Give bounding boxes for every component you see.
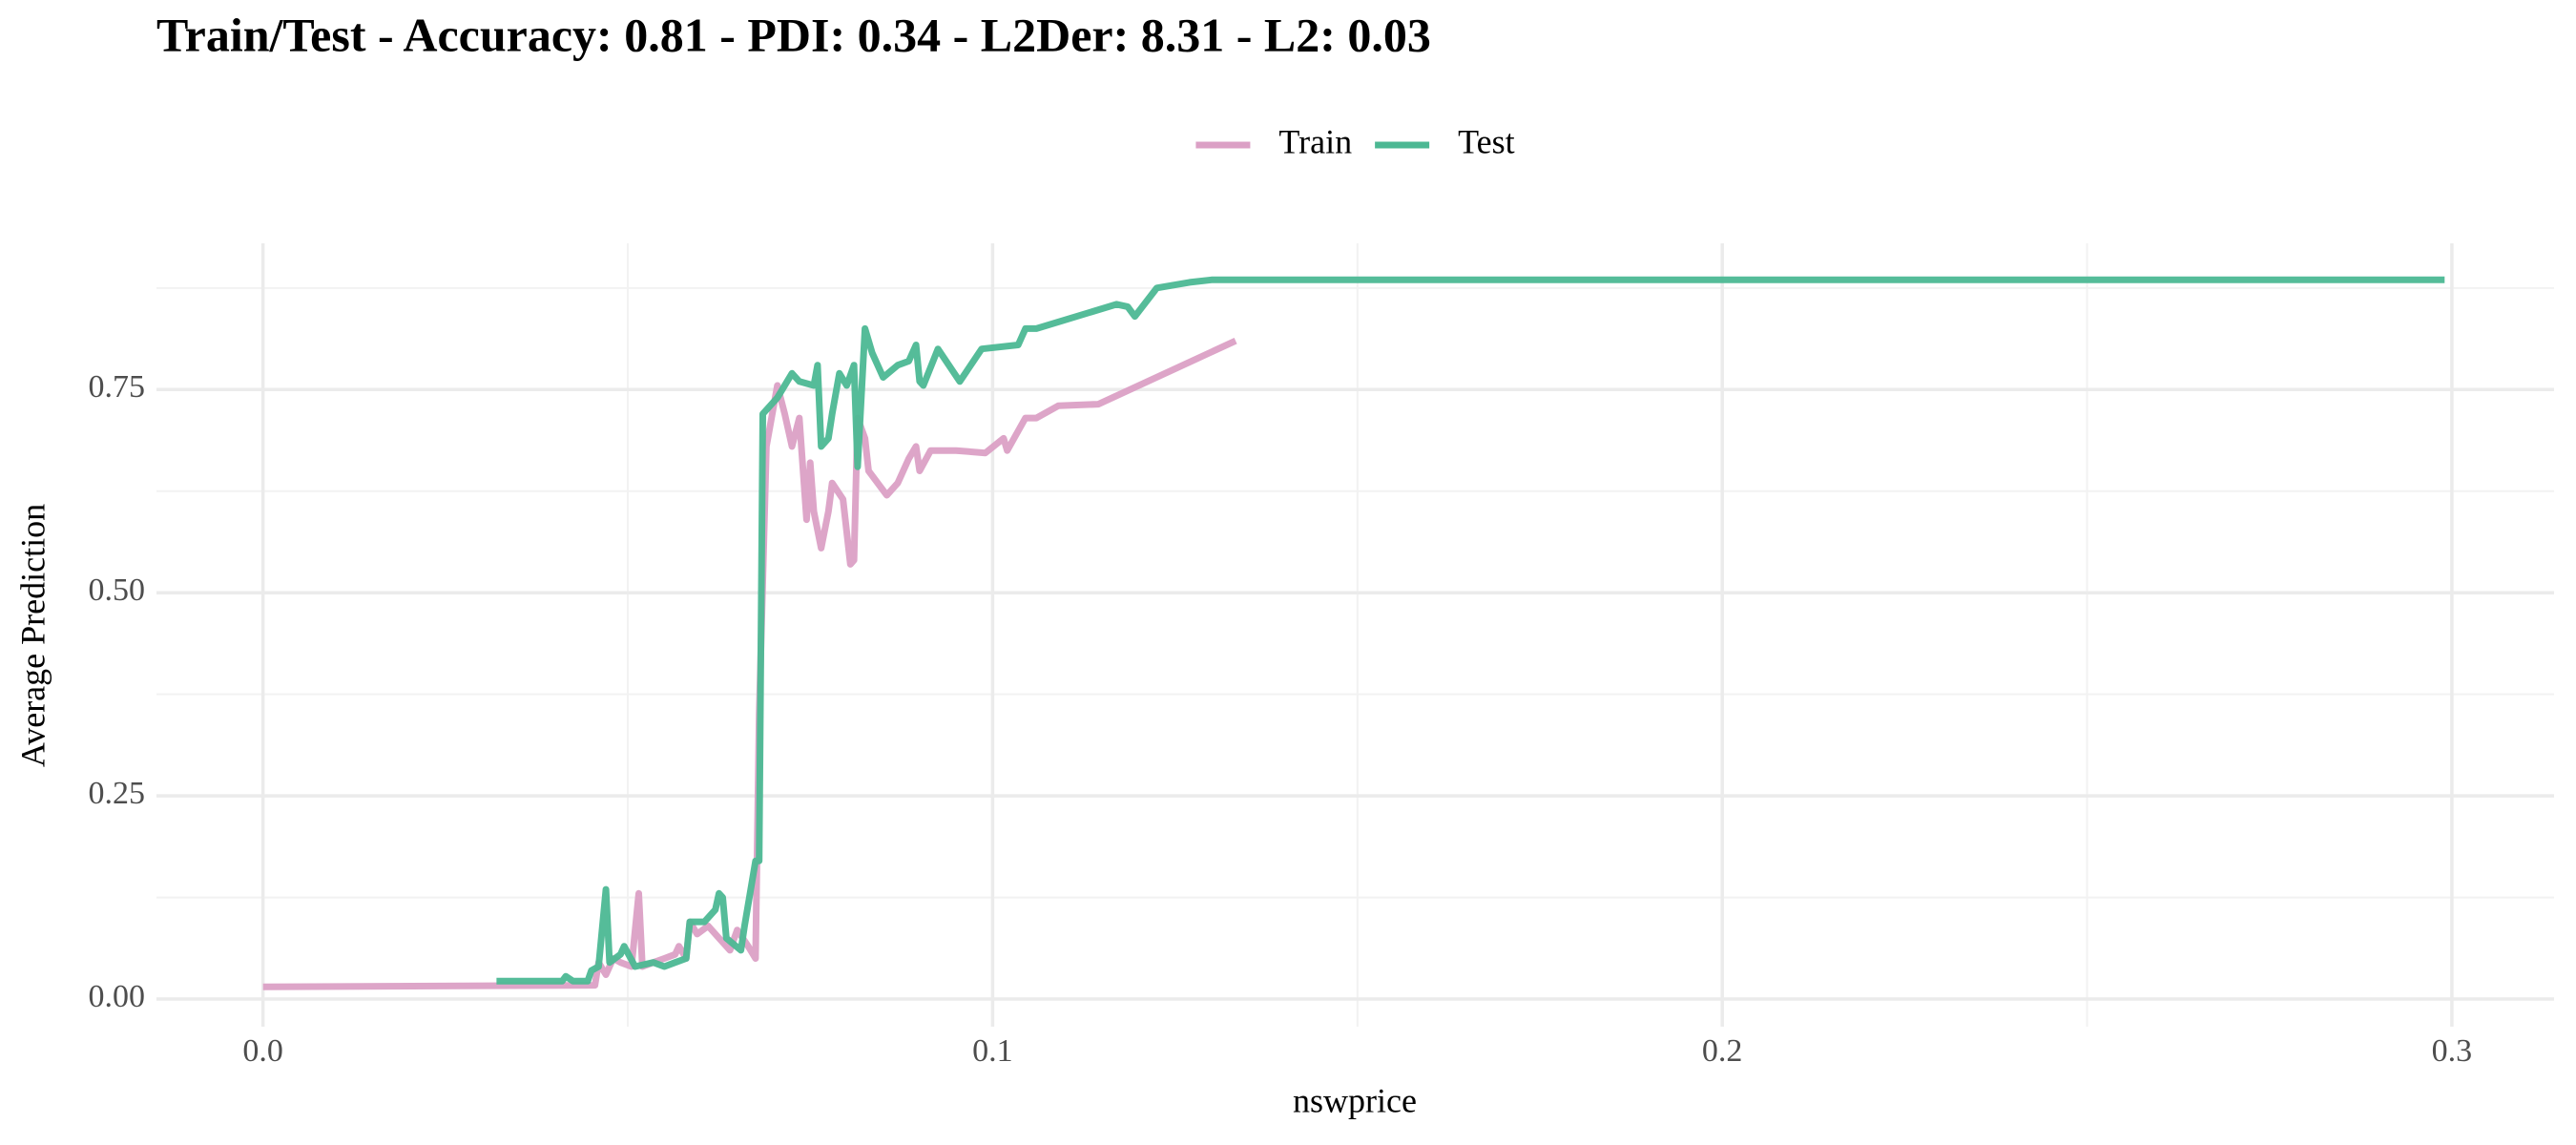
legend-label: Test: [1458, 122, 1514, 160]
grid: [156, 243, 2554, 1027]
y-tick-label: 0.00: [89, 979, 146, 1014]
series-line: [496, 276, 2445, 985]
y-tick-label: 0.25: [89, 776, 146, 811]
x-tick-label: 0.1: [972, 1033, 1013, 1069]
legend-label: Train: [1278, 122, 1352, 160]
x-tick-label: 0.0: [242, 1033, 283, 1069]
x-tick-label: 0.2: [1702, 1033, 1743, 1069]
y-tick-label: 0.75: [89, 369, 146, 405]
x-axis-title: nswprice: [1293, 1081, 1417, 1119]
chart-title: Train/Test - Accuracy: 0.81 - PDI: 0.34 …: [156, 8, 1431, 61]
y-tick-label: 0.50: [89, 572, 146, 608]
y-axis-title: Average Prediction: [13, 504, 52, 767]
x-tick-label: 0.3: [2432, 1033, 2473, 1069]
legend: Train Test: [1195, 122, 1515, 160]
